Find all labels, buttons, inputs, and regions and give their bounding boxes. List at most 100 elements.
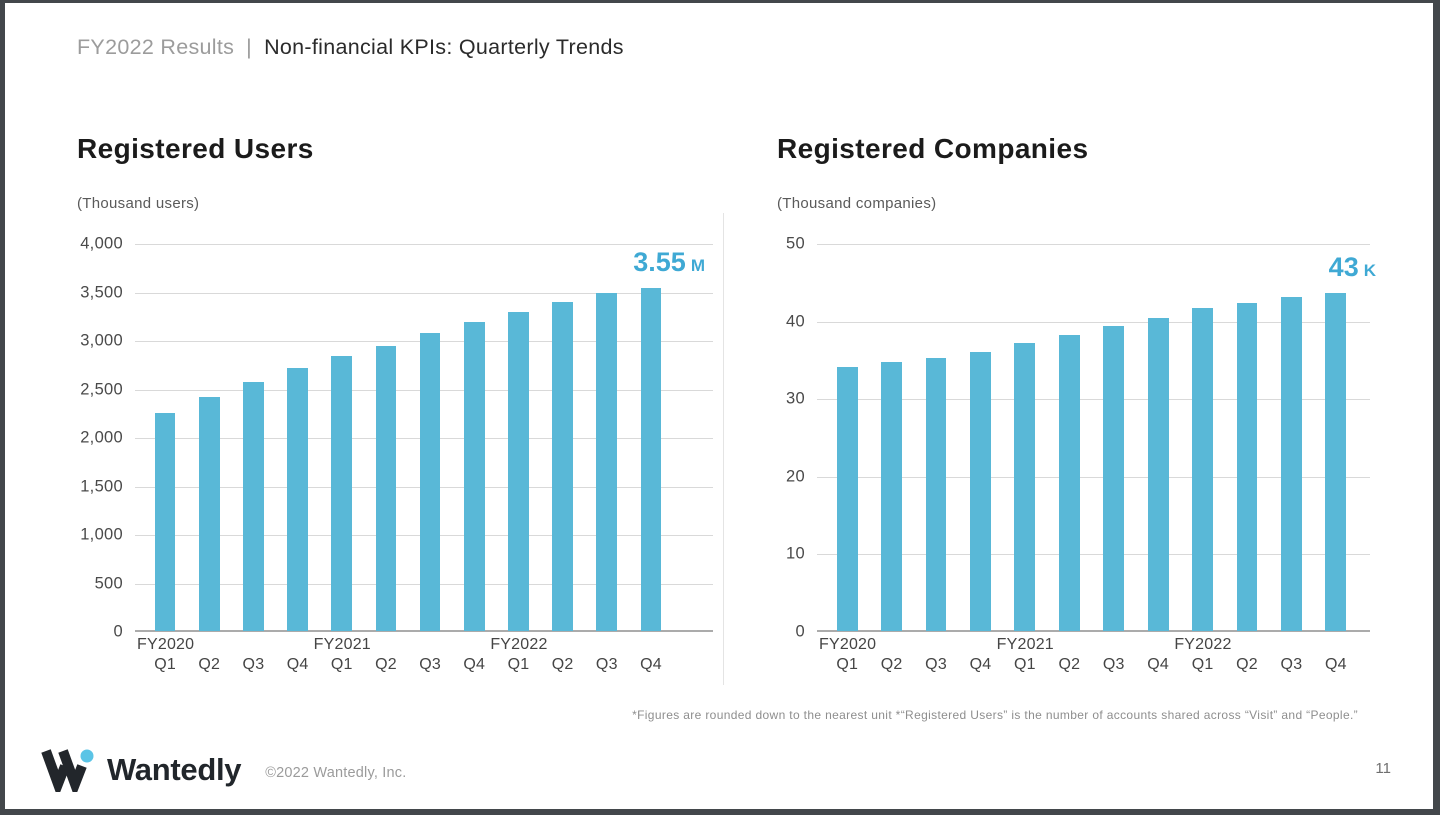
quarter-label: Q1: [1014, 656, 1036, 673]
bars-group: [825, 244, 1358, 631]
annotation-value: 43: [1328, 251, 1359, 282]
chart-registered-users: Registered Users (Thousand users) 0 500 1,…: [77, 133, 713, 680]
bar-slot: [1047, 244, 1091, 631]
annotation-value: 3.55: [633, 246, 686, 277]
y-tick-label: 3,500: [80, 283, 123, 301]
y-tick-label: 500: [94, 574, 123, 592]
bar-slot: [320, 244, 364, 631]
quarter-label: Q1: [330, 656, 353, 673]
y-axis: 0 500 1,000 1,500 2,000 2,500 3,000 3,500 4,000: [77, 235, 135, 641]
wantedly-logo-icon: [41, 749, 94, 792]
y-tick-label: 20: [786, 467, 805, 486]
gridline: [135, 292, 713, 294]
bar-slot: [958, 244, 1002, 631]
quarter-label: Q4: [1324, 656, 1347, 673]
bar: [1236, 302, 1258, 631]
x-axis-line: [817, 630, 1370, 632]
year-label: FY2022: [1174, 636, 1232, 653]
bar-slot: [629, 244, 673, 631]
x-axis: FY2020 FY2021 FY2022 Q1 Q2 Q3 Q4 Q1 Q2 Q3 Q4 Q1 Q2 Q…: [817, 632, 1370, 680]
bar-slot: [231, 244, 275, 631]
y-tick-label: 1,000: [80, 525, 123, 544]
slide-header: FY2022 Results | Non-financial KPIs: Quart…: [77, 35, 624, 60]
quarter-label: Q1: [836, 656, 859, 673]
bars-group: [143, 244, 673, 631]
bar: [1014, 343, 1036, 631]
bar-slot: [496, 244, 540, 631]
bar: [198, 396, 220, 631]
chart-title: Registered Companies: [777, 133, 1089, 164]
axis-unit-label: (Thousand users): [77, 195, 200, 212]
bar: [836, 367, 858, 631]
bar-slot: [1314, 244, 1358, 631]
bar: [925, 357, 947, 631]
quarter-label: Q2: [1236, 656, 1258, 673]
quarter-label: Q4: [640, 656, 662, 673]
x-axis: FY2020 FY2021 FY2022 Q1 Q2 Q3 Q4 Q1 Q2 Q3 Q4 Q1 Q2 Q…: [135, 632, 713, 680]
quarter-label: Q3: [242, 656, 265, 673]
quarter-label: Q3: [1102, 656, 1125, 673]
year-label: FY2020: [819, 636, 877, 653]
bar-slot: [408, 244, 452, 631]
header-section-label: FY2022 Results: [77, 35, 235, 59]
footnote: *Figures are rounded down to the nearest…: [632, 708, 1358, 722]
quarter-label: Q1: [1191, 656, 1214, 673]
bar: [552, 302, 573, 631]
header-separator: |: [246, 35, 253, 59]
gridline: [817, 244, 1370, 245]
bar-slot: [1269, 244, 1313, 631]
chart-title: Registered Users: [77, 133, 314, 164]
bar: [1325, 292, 1347, 631]
year-labels-row: FY2020 FY2021 FY2022: [819, 636, 1358, 654]
bar: [881, 362, 903, 631]
gridline: [135, 244, 713, 245]
bar-slot: [452, 244, 496, 631]
value-annotation: 43 K: [1329, 252, 1376, 283]
bar: [640, 287, 662, 631]
y-tick-label: 2,500: [80, 380, 123, 398]
gridline: [817, 399, 1370, 401]
gridline: [817, 476, 1370, 478]
bar: [419, 333, 441, 631]
y-axis: 0 10 20 30 40 50: [777, 235, 817, 641]
year-labels-row: FY2020 FY2021 FY2022: [137, 636, 673, 654]
axis-unit-label: (Thousand companies): [777, 195, 937, 212]
copyright-text: ©2022 Wantedly, Inc.: [265, 765, 407, 781]
gridline: [817, 321, 1370, 323]
year-label: FY2020: [137, 636, 195, 653]
quarter-label: Q4: [1147, 656, 1170, 673]
bar: [596, 293, 618, 631]
plot-area: 43 K: [817, 244, 1376, 632]
bar-slot: [1225, 244, 1269, 631]
annotation-unit: M: [690, 255, 705, 275]
y-tick-label: 1,500: [80, 477, 123, 495]
bar: [1280, 296, 1302, 631]
footer: Wantedly ©2022 Wantedly, Inc.: [39, 745, 406, 795]
quarter-label: Q4: [286, 656, 309, 673]
bar: [508, 311, 529, 631]
quarter-label: Q1: [154, 656, 176, 673]
bar: [1103, 326, 1125, 631]
y-tick-label: 3,000: [80, 331, 123, 350]
annotation-unit: K: [1363, 260, 1376, 280]
bar: [243, 382, 264, 631]
quarter-label: Q4: [463, 656, 486, 673]
bar: [154, 413, 176, 631]
year-label: FY2021: [313, 636, 371, 653]
bar-slot: [914, 244, 958, 631]
y-tick-label: 30: [786, 389, 805, 408]
x-axis-spacer: [77, 632, 135, 680]
bar-slot: [869, 244, 913, 631]
year-label: FY2021: [996, 636, 1054, 653]
brand-wordmark: Wantedly: [107, 752, 242, 787]
bar: [375, 345, 397, 631]
quarter-label: Q2: [551, 656, 574, 673]
quarter-label: Q3: [925, 656, 947, 673]
quarter-labels-row: Q1 Q2 Q3 Q4 Q1 Q2 Q3 Q4 Q1 Q2 Q3 Q4: [143, 656, 673, 674]
bar-slot: [585, 244, 629, 631]
value-annotation: 3.55 M: [633, 247, 705, 278]
bar: [463, 322, 485, 631]
y-tick-label: 40: [786, 312, 805, 331]
y-tick-label: 0: [113, 622, 123, 641]
